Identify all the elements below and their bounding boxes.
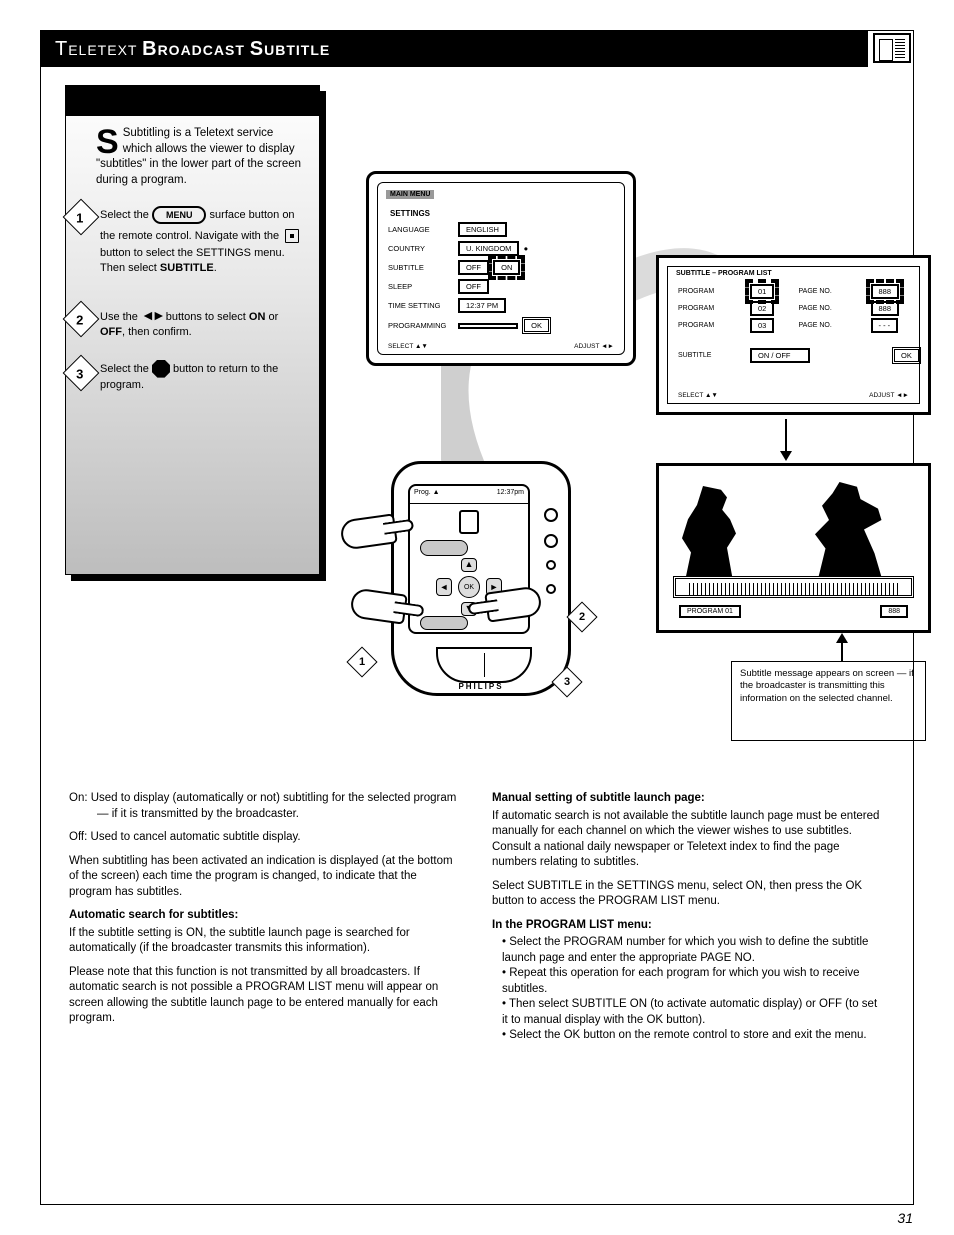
list-item: Repeat this operation for each program f… [502, 966, 885, 997]
body-p: Off: Used to cancel automatic subtitle d… [69, 830, 462, 846]
list-item: Select the OK button on the remote contr… [502, 1028, 885, 1044]
tv1-row: COUNTRYU. KINGDOM ● [378, 239, 624, 258]
tv1-row: PROGRAMMING OK [378, 315, 624, 336]
tv-program-view: PROGRAM 01 888 [656, 463, 931, 633]
body-p: Select SUBTITLE in the SETTINGS menu, se… [492, 879, 885, 910]
remote-top-icon [459, 510, 479, 534]
tv1-row: SLEEPOFF [378, 277, 624, 296]
tv2-cell: PROGRAM03 [678, 318, 789, 333]
instruction-card: SSubtitling is a Teletext service which … [65, 85, 320, 575]
remote-side-button[interactable] [544, 534, 558, 548]
tv2-hint: SELECT ▲▼ADJUST ◄► [678, 392, 909, 399]
tv2-cell: SUBTITLEON / OFF [678, 347, 810, 364]
page-title-bar: TELETEXT BROADCAST SUBTITLE [41, 31, 868, 67]
menu-pill: MENU [152, 206, 207, 224]
tv2-cell: PAGE NO.- - - [799, 318, 910, 333]
remote-side-button[interactable] [546, 584, 556, 594]
tv-program-list: SUBTITLE – PROGRAM LIST PROGRAM01 PAGE N… [656, 255, 931, 415]
tv2-cell: PAGE NO.888 [799, 301, 910, 316]
step-2-marker: 2 [63, 301, 100, 338]
remote-header: Prog. ▲ 12:37pm [410, 486, 528, 504]
tv1-row: LANGUAGEENGLISH [378, 220, 624, 239]
tv1-mainmenu-badge: MAIN MENU [386, 190, 434, 199]
arrow-up-icon [841, 635, 843, 661]
header-teletext-icon [873, 33, 911, 63]
tv2-cell: OK [820, 347, 921, 364]
tv2-cell: PROGRAM02 [678, 301, 789, 316]
step-3: 3 Select the button to return to the pro… [96, 360, 305, 393]
tv2-title: SUBTITLE – PROGRAM LIST [668, 267, 919, 280]
tv3-scene: PROGRAM 01 888 [665, 472, 922, 624]
remote-menu-button[interactable] [420, 540, 468, 556]
remote-up-button[interactable]: ▲ [461, 558, 477, 572]
intro-text: SSubtitling is a Teletext service which … [96, 126, 305, 188]
remote-softpad[interactable] [436, 647, 532, 683]
tv2-cell: PROGRAM01 [678, 284, 789, 299]
body-p: On: Used to display (automatically or no… [69, 791, 462, 822]
body-p: When subtitling has been activated an in… [69, 854, 462, 901]
musician-silhouette [815, 482, 885, 577]
left-right-arrow-icon: ◄► [141, 307, 163, 323]
tv1-row-subtitle: SUBTITLEOFF ON [378, 258, 624, 277]
remote-status-button[interactable] [420, 616, 468, 630]
tv3-page-label: 888 [880, 605, 908, 618]
hand-icon [349, 587, 408, 624]
musician-silhouette [679, 486, 739, 581]
body-p: If automatic search is not available the… [492, 809, 885, 871]
tv2-cell: PAGE NO.888 [799, 284, 910, 299]
list-item: Then select SUBTITLE ON (to activate aut… [502, 997, 885, 1028]
tv3-program-label: PROGRAM 01 [679, 605, 741, 618]
body-columns: On: Used to display (automatically or no… [69, 791, 885, 1044]
tv1-hint: SELECT ▲▼ADJUST ◄► [388, 343, 614, 350]
body-p: If the subtitle setting is ON, the subti… [69, 926, 462, 957]
nav-cursor-icon [282, 226, 302, 246]
body-h-list: In the PROGRAM LIST menu: [492, 918, 885, 934]
body-list: Select the PROGRAM number for which you … [492, 935, 885, 1044]
step-3-marker: 3 [63, 354, 100, 391]
remote-side-button[interactable] [546, 560, 556, 570]
card-header-bar [66, 86, 319, 116]
page-frame: TELETEXT BROADCAST SUBTITLE SSubtitling … [40, 30, 914, 1205]
page-number: 31 [897, 1210, 913, 1226]
remote-brand: PHILIPS [394, 682, 568, 691]
stop-icon [152, 360, 170, 378]
list-item: Select the PROGRAM number for which you … [502, 935, 885, 966]
remote-left-button[interactable]: ◄ [436, 578, 452, 596]
remote-ok-button[interactable]: OK [458, 576, 480, 598]
step-1: 1 Select the MENU surface button on the … [96, 204, 305, 276]
remote-side-button[interactable] [544, 508, 558, 522]
tv1-title: SETTINGS [378, 203, 624, 220]
remote-body: Prog. ▲ 12:37pm ▲ ◄ OK ► ▼ PHILIPS [391, 461, 571, 696]
body-h-search: Automatic search for subtitles: [69, 908, 462, 924]
step-2: 2 Use the ◄► buttons to select ON or OFF… [96, 306, 305, 340]
body-p: Please note that this function is not tr… [69, 965, 462, 1027]
step-1-marker: 1 [63, 199, 100, 236]
piano-graphic [673, 576, 914, 598]
body-h-manual: Manual setting of subtitle launch page: [492, 791, 885, 807]
tv1-selected-on: ON [493, 260, 520, 275]
title-text: TELETEXT BROADCAST SUBTITLE [55, 38, 330, 61]
arrow-down-icon [785, 419, 787, 459]
tv-settings-menu: MAIN MENU SETTINGS LANGUAGEENGLISH COUNT… [366, 171, 636, 366]
tv1-row: TIME SETTING12:37 PM [378, 296, 624, 315]
note-box: Subtitle message appears on screen — if … [731, 661, 926, 741]
